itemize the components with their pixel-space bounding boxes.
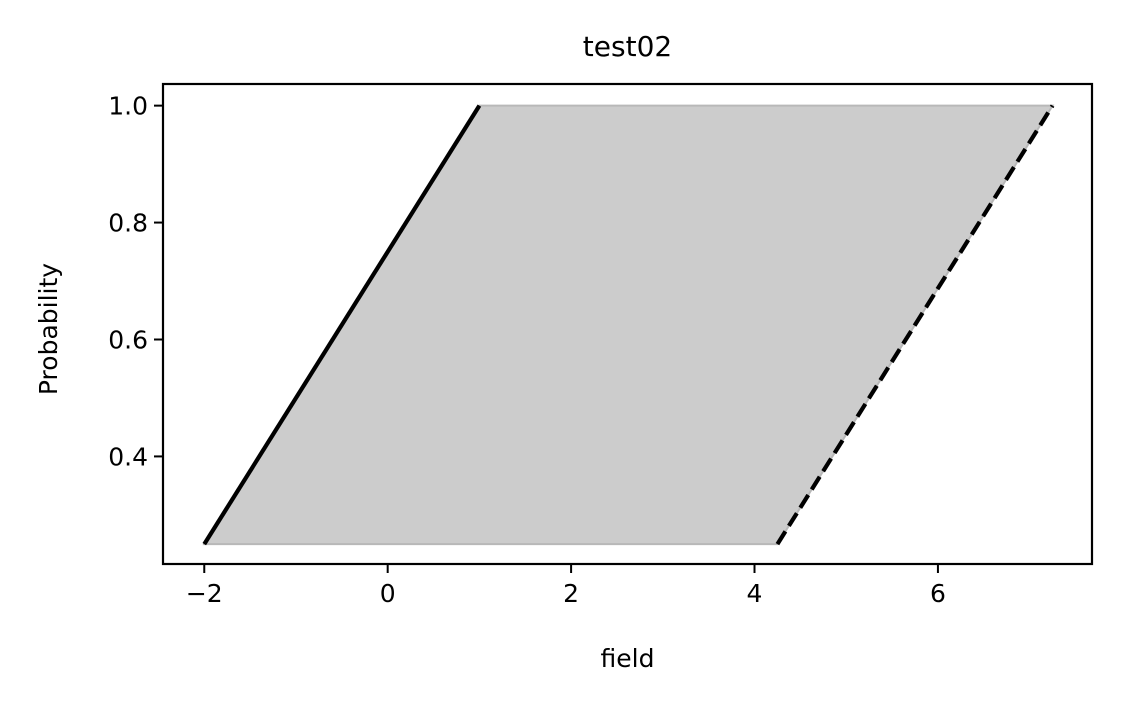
y-axis-label: Probability (34, 263, 63, 395)
x-tick-label: 2 (563, 579, 579, 608)
y-tick-label: 0.8 (108, 209, 148, 238)
y-tick-label: 0.6 (108, 325, 148, 354)
chart-title: test02 (583, 30, 672, 63)
y-axis: 0.4 0.6 0.8 1.0 (108, 92, 163, 471)
dashed-line (775, 104, 1055, 546)
axes-frame (161, 82, 1094, 566)
x-tick-label: 0 (380, 579, 396, 608)
y-tick-label: 1.0 (108, 92, 148, 121)
x-tick-label: 6 (930, 579, 946, 608)
y-tick-label: 0.4 (108, 442, 148, 471)
plot-area (202, 104, 1055, 546)
x-tick-label: −2 (186, 579, 223, 608)
solid-line (202, 104, 482, 546)
x-axis-label: field (601, 644, 655, 673)
x-axis: −2 0 2 4 6 (186, 564, 946, 608)
x-tick-label: 4 (747, 579, 763, 608)
